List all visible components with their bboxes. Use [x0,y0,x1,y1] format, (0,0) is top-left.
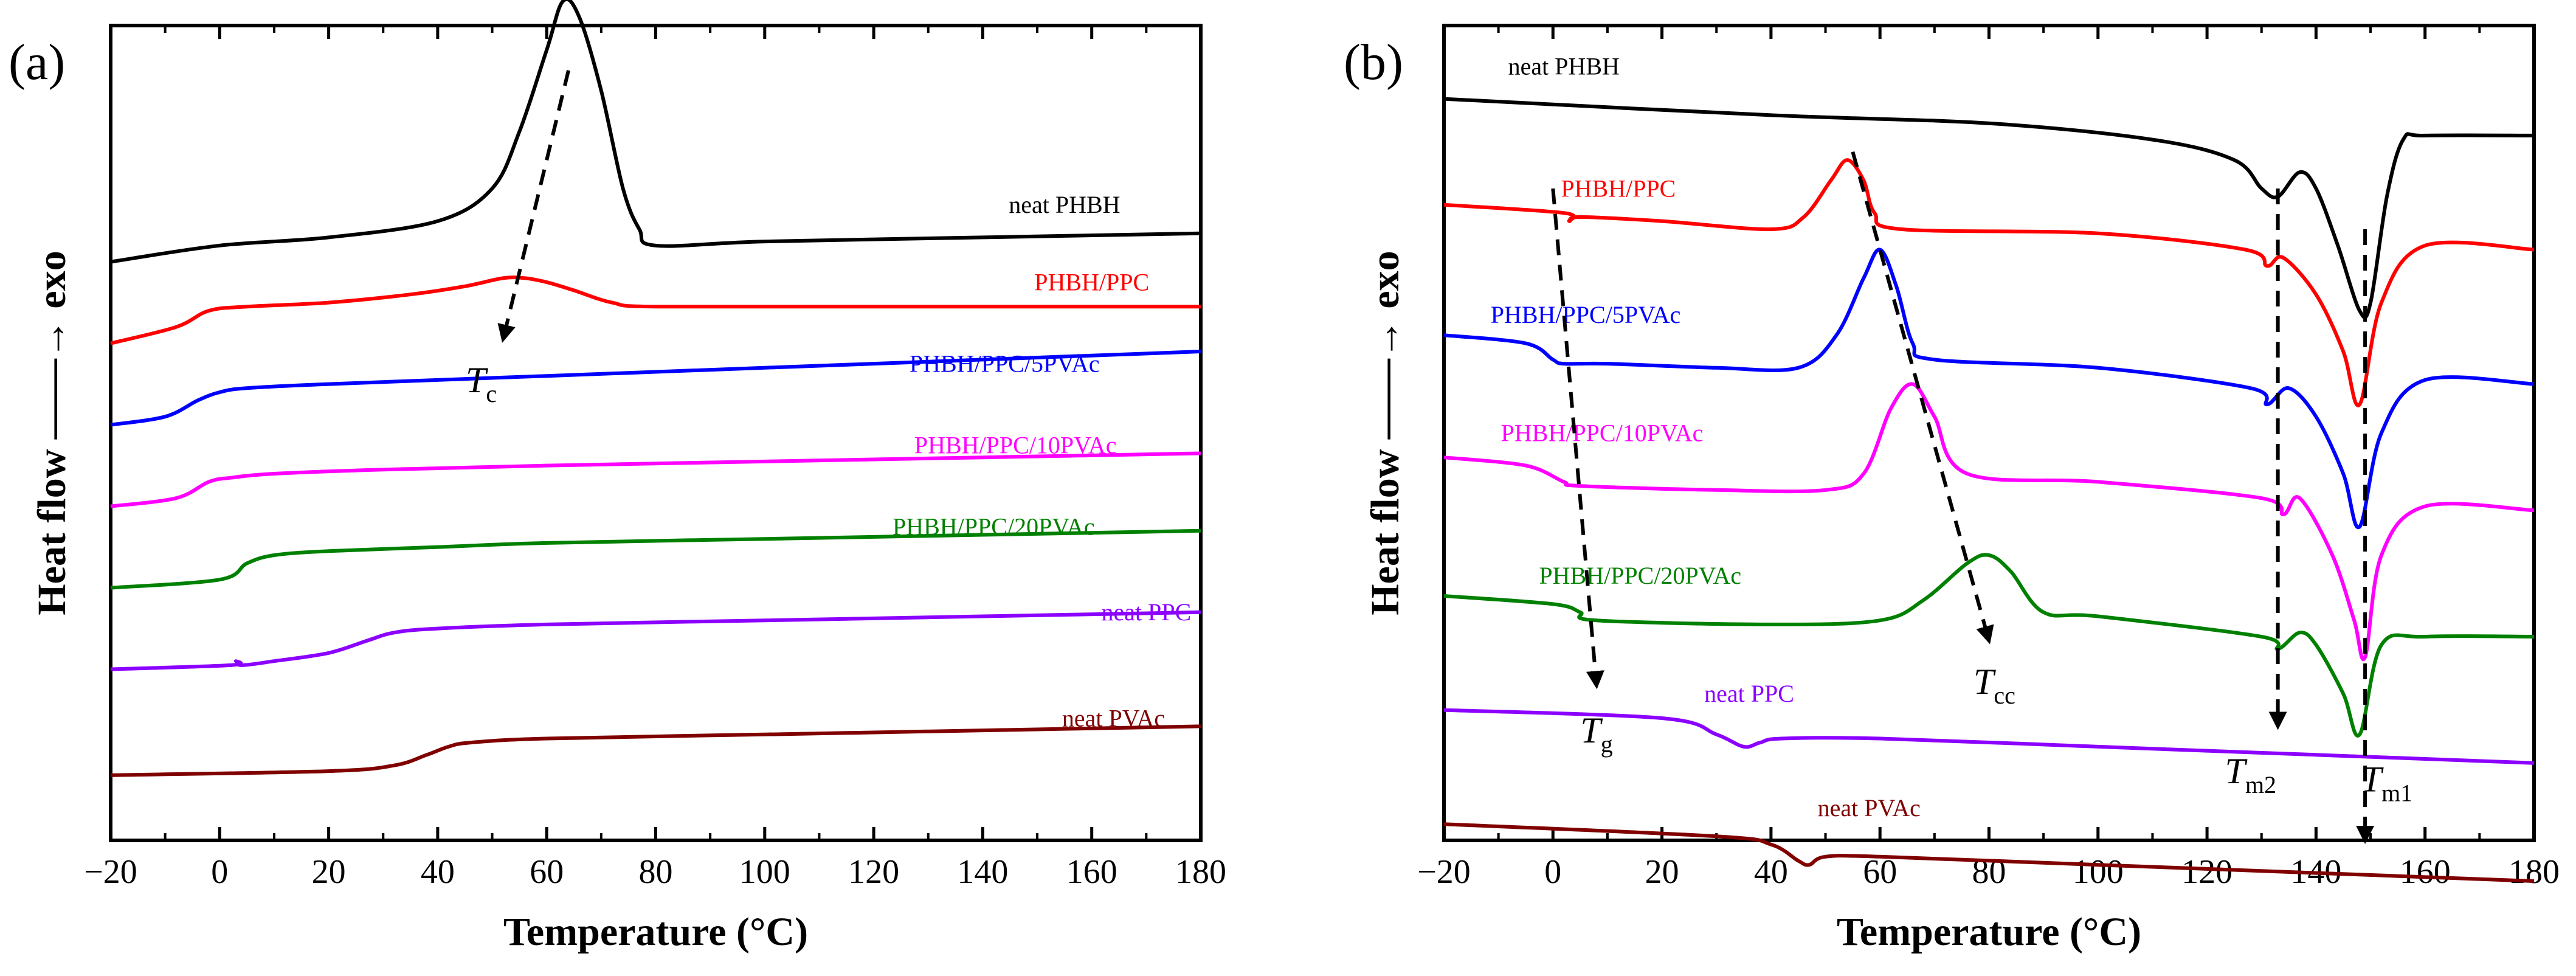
annotation-label-tcc: Tcc [1973,662,2015,709]
x-tick-label: 40 [421,853,455,891]
x-axis-title: Temperature (°C) [503,910,808,954]
x-tick-label: 100 [2073,853,2124,891]
y-axis-title: Heat flow ——→ exo [30,251,74,615]
curve-label-phbh-ppc-20pvac: PHBH/PPC/20PVAc [893,513,1095,541]
y-axis-title: Heat flow ——→ exo [1363,251,1407,615]
panel-label: (a) [9,34,65,91]
series-line-neat-pvac [110,724,1201,777]
x-tick-label: 180 [2509,853,2560,891]
curve-label-neat-ppc: neat PPC [1704,680,1794,707]
x-tick-label: 160 [2400,853,2451,891]
curve-label-phbh-ppc-10pvac: PHBH/PPC/10PVAc [1501,419,1704,446]
series-line-phbh-ppc-5pvac [1443,247,2535,530]
series-line-phbh-ppc-10pvac [110,451,1201,508]
curve-label-phbh-ppc-5pvac: PHBH/PPC/5PVAc [1491,301,1681,328]
x-tick-label: 20 [312,853,346,891]
series-line-neat-phbh [110,0,1201,264]
curve-label-phbh-ppc: PHBH/PPC [1034,269,1149,296]
curve-label-neat-pvac: neat PVAc [1818,794,1921,822]
x-tick-label: 80 [639,853,673,891]
x-tick-label: 180 [1175,853,1226,891]
panel-a: −20 0 20 40 60 80 100 120 140 160 180 Temperature (… [9,0,1226,954]
annotation-arrow-tg [1551,188,1604,690]
curve-label-phbh-ppc-20pvac: PHBH/PPC/20PVAc [1539,562,1741,589]
x-axis-title: Temperature (°C) [1837,910,2141,954]
x-tick-label: 0 [211,853,228,891]
series-line-phbh-ppc [110,275,1201,345]
curve-label-neat-ppc: neat PPC [1101,598,1191,626]
x-tick-label: 60 [1863,853,1897,891]
series-line-phbh-ppc-20pvac [1443,553,2535,738]
panel-label: (b) [1344,34,1403,91]
x-tick-label: 40 [1754,853,1788,891]
x-tick-label: 160 [1066,853,1117,891]
annotation-arrow-tcc [1851,151,1994,645]
x-tick-label: −20 [1417,853,1471,891]
curve-label-neat-phbh: neat PHBH [1508,52,1620,80]
x-tick-label: 100 [739,853,790,891]
series-line-phbh-ppc-5pvac [110,350,1201,427]
series-line-neat-phbh [1443,97,2535,319]
x-tick-label: −20 [84,853,137,891]
series-line-neat-pvac [1443,822,2535,883]
annotation-label-tc: Tc [466,360,497,407]
series-line-neat-ppc [1443,708,2535,765]
series-line-phbh-ppc [1443,158,2535,407]
x-tick-label: 120 [2181,853,2232,891]
x-tick-label: 120 [848,853,899,891]
curve-label-phbh-ppc-5pvac: PHBH/PPC/5PVAc [910,350,1100,378]
annotation-label-tm1: Tm1 [2361,760,2413,807]
series-line-phbh-ppc-10pvac [1443,382,2535,661]
x-tick-label: 140 [957,853,1008,891]
annotation-label-tg: Tg [1580,710,1612,758]
x-tick-label: 60 [530,853,564,891]
annotation-label-tm2: Tm2 [2225,751,2277,798]
curve-label-neat-phbh: neat PHBH [1009,191,1120,218]
curve-label-phbh-ppc: PHBH/PPC [1561,175,1676,202]
series-line-phbh-ppc-20pvac [110,528,1201,590]
annotation-arrow-tc [497,69,570,343]
series-line-neat-ppc [110,610,1201,671]
curve-label-phbh-ppc-10pvac: PHBH/PPC/10PVAc [914,432,1117,459]
curve-label-neat-pvac: neat PVAc [1062,704,1165,732]
x-tick-label: 20 [1645,853,1679,891]
x-tick-label: 0 [1544,853,1561,891]
